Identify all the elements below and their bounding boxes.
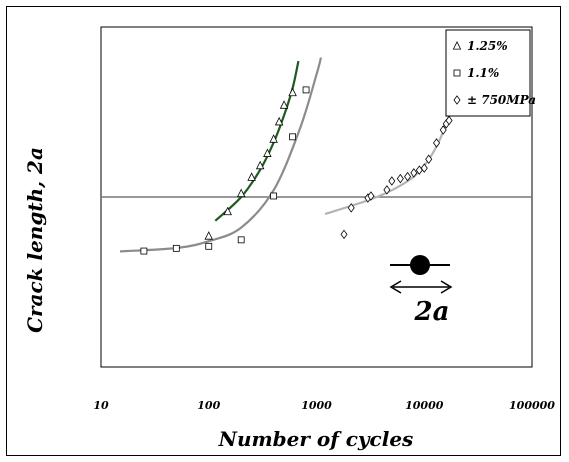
- legend-label-1: 1.1%: [467, 66, 499, 80]
- inset-label: 2a: [414, 297, 450, 327]
- x-tick-label-2: 1000: [301, 399, 332, 412]
- x-tick-label-4: 100000: [509, 399, 555, 412]
- point-1-6: [302, 86, 310, 94]
- legend-marker-1: [453, 69, 461, 77]
- fit-curve-1: [119, 57, 323, 253]
- crack-schematic: 2a: [389, 255, 453, 327]
- crack-center-dot: [410, 255, 430, 275]
- point-0-0: [204, 231, 213, 240]
- point-2-6: [396, 173, 404, 184]
- legend-label-2: ± 750MPa: [467, 93, 536, 107]
- legend: 1.25% 1.1% ± 750MPa: [445, 29, 536, 117]
- arrow-head-left: [389, 280, 402, 294]
- data-markers: [140, 86, 453, 255]
- point-0-1: [223, 206, 232, 216]
- point-2-5: [388, 176, 396, 186]
- x-tick-label-1: 100: [197, 399, 220, 412]
- arrow-head-right: [440, 280, 453, 294]
- point-1-5: [289, 133, 296, 141]
- point-1-3: [237, 236, 245, 244]
- point-2-10: [420, 163, 428, 173]
- legend-label-0: 1.25%: [467, 39, 508, 53]
- legend-marker-2: [453, 95, 461, 105]
- fit-curves: [119, 57, 451, 253]
- point-2-11: [425, 154, 433, 165]
- point-2-12: [433, 138, 441, 148]
- point-1-4: [270, 192, 278, 200]
- point-2-0: [340, 229, 348, 240]
- figure-frame: [6, 6, 561, 456]
- point-0-5: [263, 148, 272, 157]
- point-0-6: [269, 134, 278, 143]
- x-tick-label-0: 10: [93, 399, 109, 412]
- point-2-1: [347, 203, 355, 213]
- point-2-8: [410, 168, 418, 178]
- x-tick-label-3: 10000: [405, 399, 444, 412]
- point-1-2: [205, 242, 213, 250]
- x-tick-labels: 10 100 1000 10000 100000: [93, 399, 555, 412]
- point-2-3: [367, 191, 375, 201]
- fit-curve-2: [324, 115, 451, 216]
- point-2-7: [404, 171, 412, 182]
- point-0-2: [236, 188, 246, 198]
- point-2-4: [383, 185, 391, 195]
- x-axis-title: Number of cycles: [218, 427, 414, 451]
- y-axis-title: Crack length, 2a: [23, 147, 47, 333]
- point-0-9: [288, 87, 297, 97]
- point-0-3: [247, 172, 256, 181]
- legend-marker-0: [452, 41, 462, 50]
- point-0-4: [255, 160, 265, 170]
- point-0-8: [279, 100, 289, 109]
- point-1-0: [140, 247, 148, 255]
- point-2-15: [445, 115, 453, 126]
- point-0-7: [274, 116, 284, 126]
- point-1-1: [172, 244, 180, 252]
- point-2-13: [439, 125, 447, 135]
